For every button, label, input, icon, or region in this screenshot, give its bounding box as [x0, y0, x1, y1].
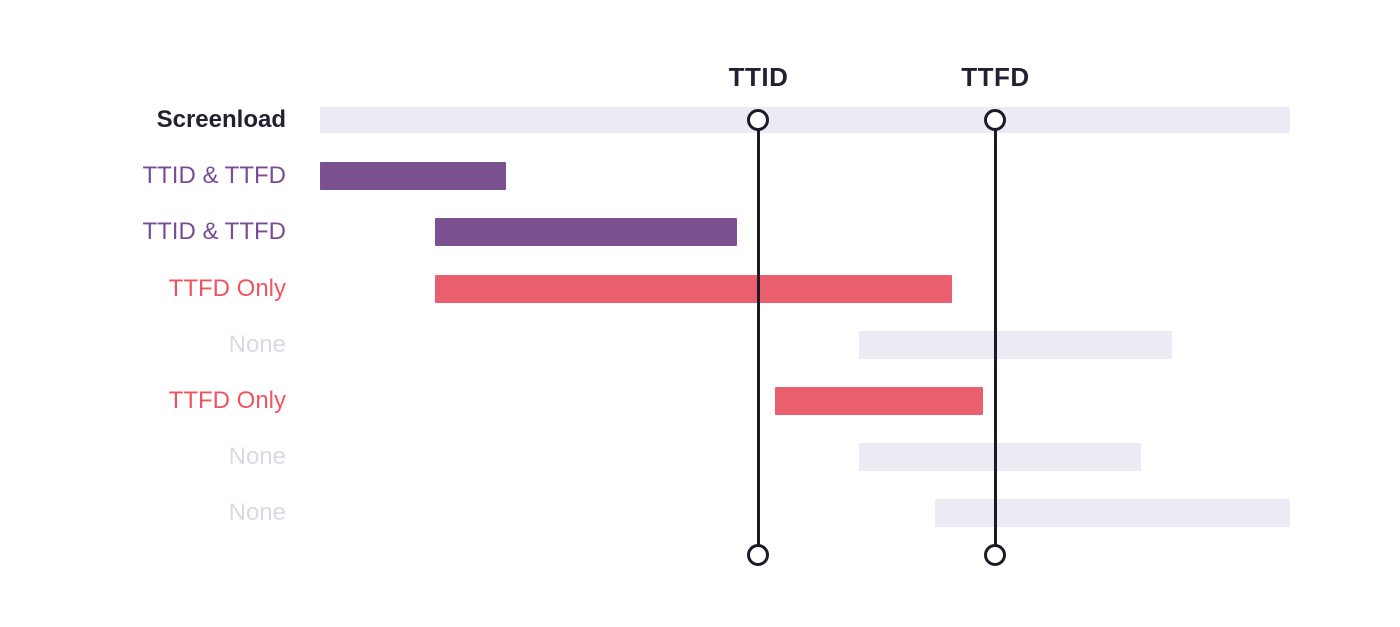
marker-title-ttid: TTID [728, 62, 789, 92]
span-bar-none [935, 499, 1290, 527]
span-bar-both [435, 218, 737, 246]
row-label-none: None [228, 499, 286, 527]
row-label-none: None [228, 330, 286, 358]
marker-title-ttfd: TTFD [961, 62, 1030, 92]
span-bar-ttfd-only [435, 275, 952, 303]
row-label-screenload: Screenload [156, 106, 286, 133]
row-label-ttfd-only: TTFD Only [168, 387, 286, 414]
marker-circle-bottom [747, 543, 769, 566]
marker-circle-top [747, 108, 769, 131]
row-label-ttfd-only: TTFD Only [168, 274, 286, 302]
span-bar-ttfd-only [775, 387, 983, 415]
marker-circle-top [984, 108, 1006, 131]
row-label-both: TTID & TTFD [142, 162, 286, 190]
span-bar-both [320, 162, 506, 190]
row-label-none: None [228, 443, 286, 471]
marker-circle-bottom [984, 543, 1006, 566]
span-bar-none [859, 331, 1172, 359]
marker-line-ttfd [994, 120, 997, 555]
marker-line-ttid [757, 120, 760, 555]
row-label-both: TTID & TTFD [142, 218, 286, 246]
span-bar-screenload [320, 107, 1290, 133]
span-bar-none [859, 443, 1141, 471]
